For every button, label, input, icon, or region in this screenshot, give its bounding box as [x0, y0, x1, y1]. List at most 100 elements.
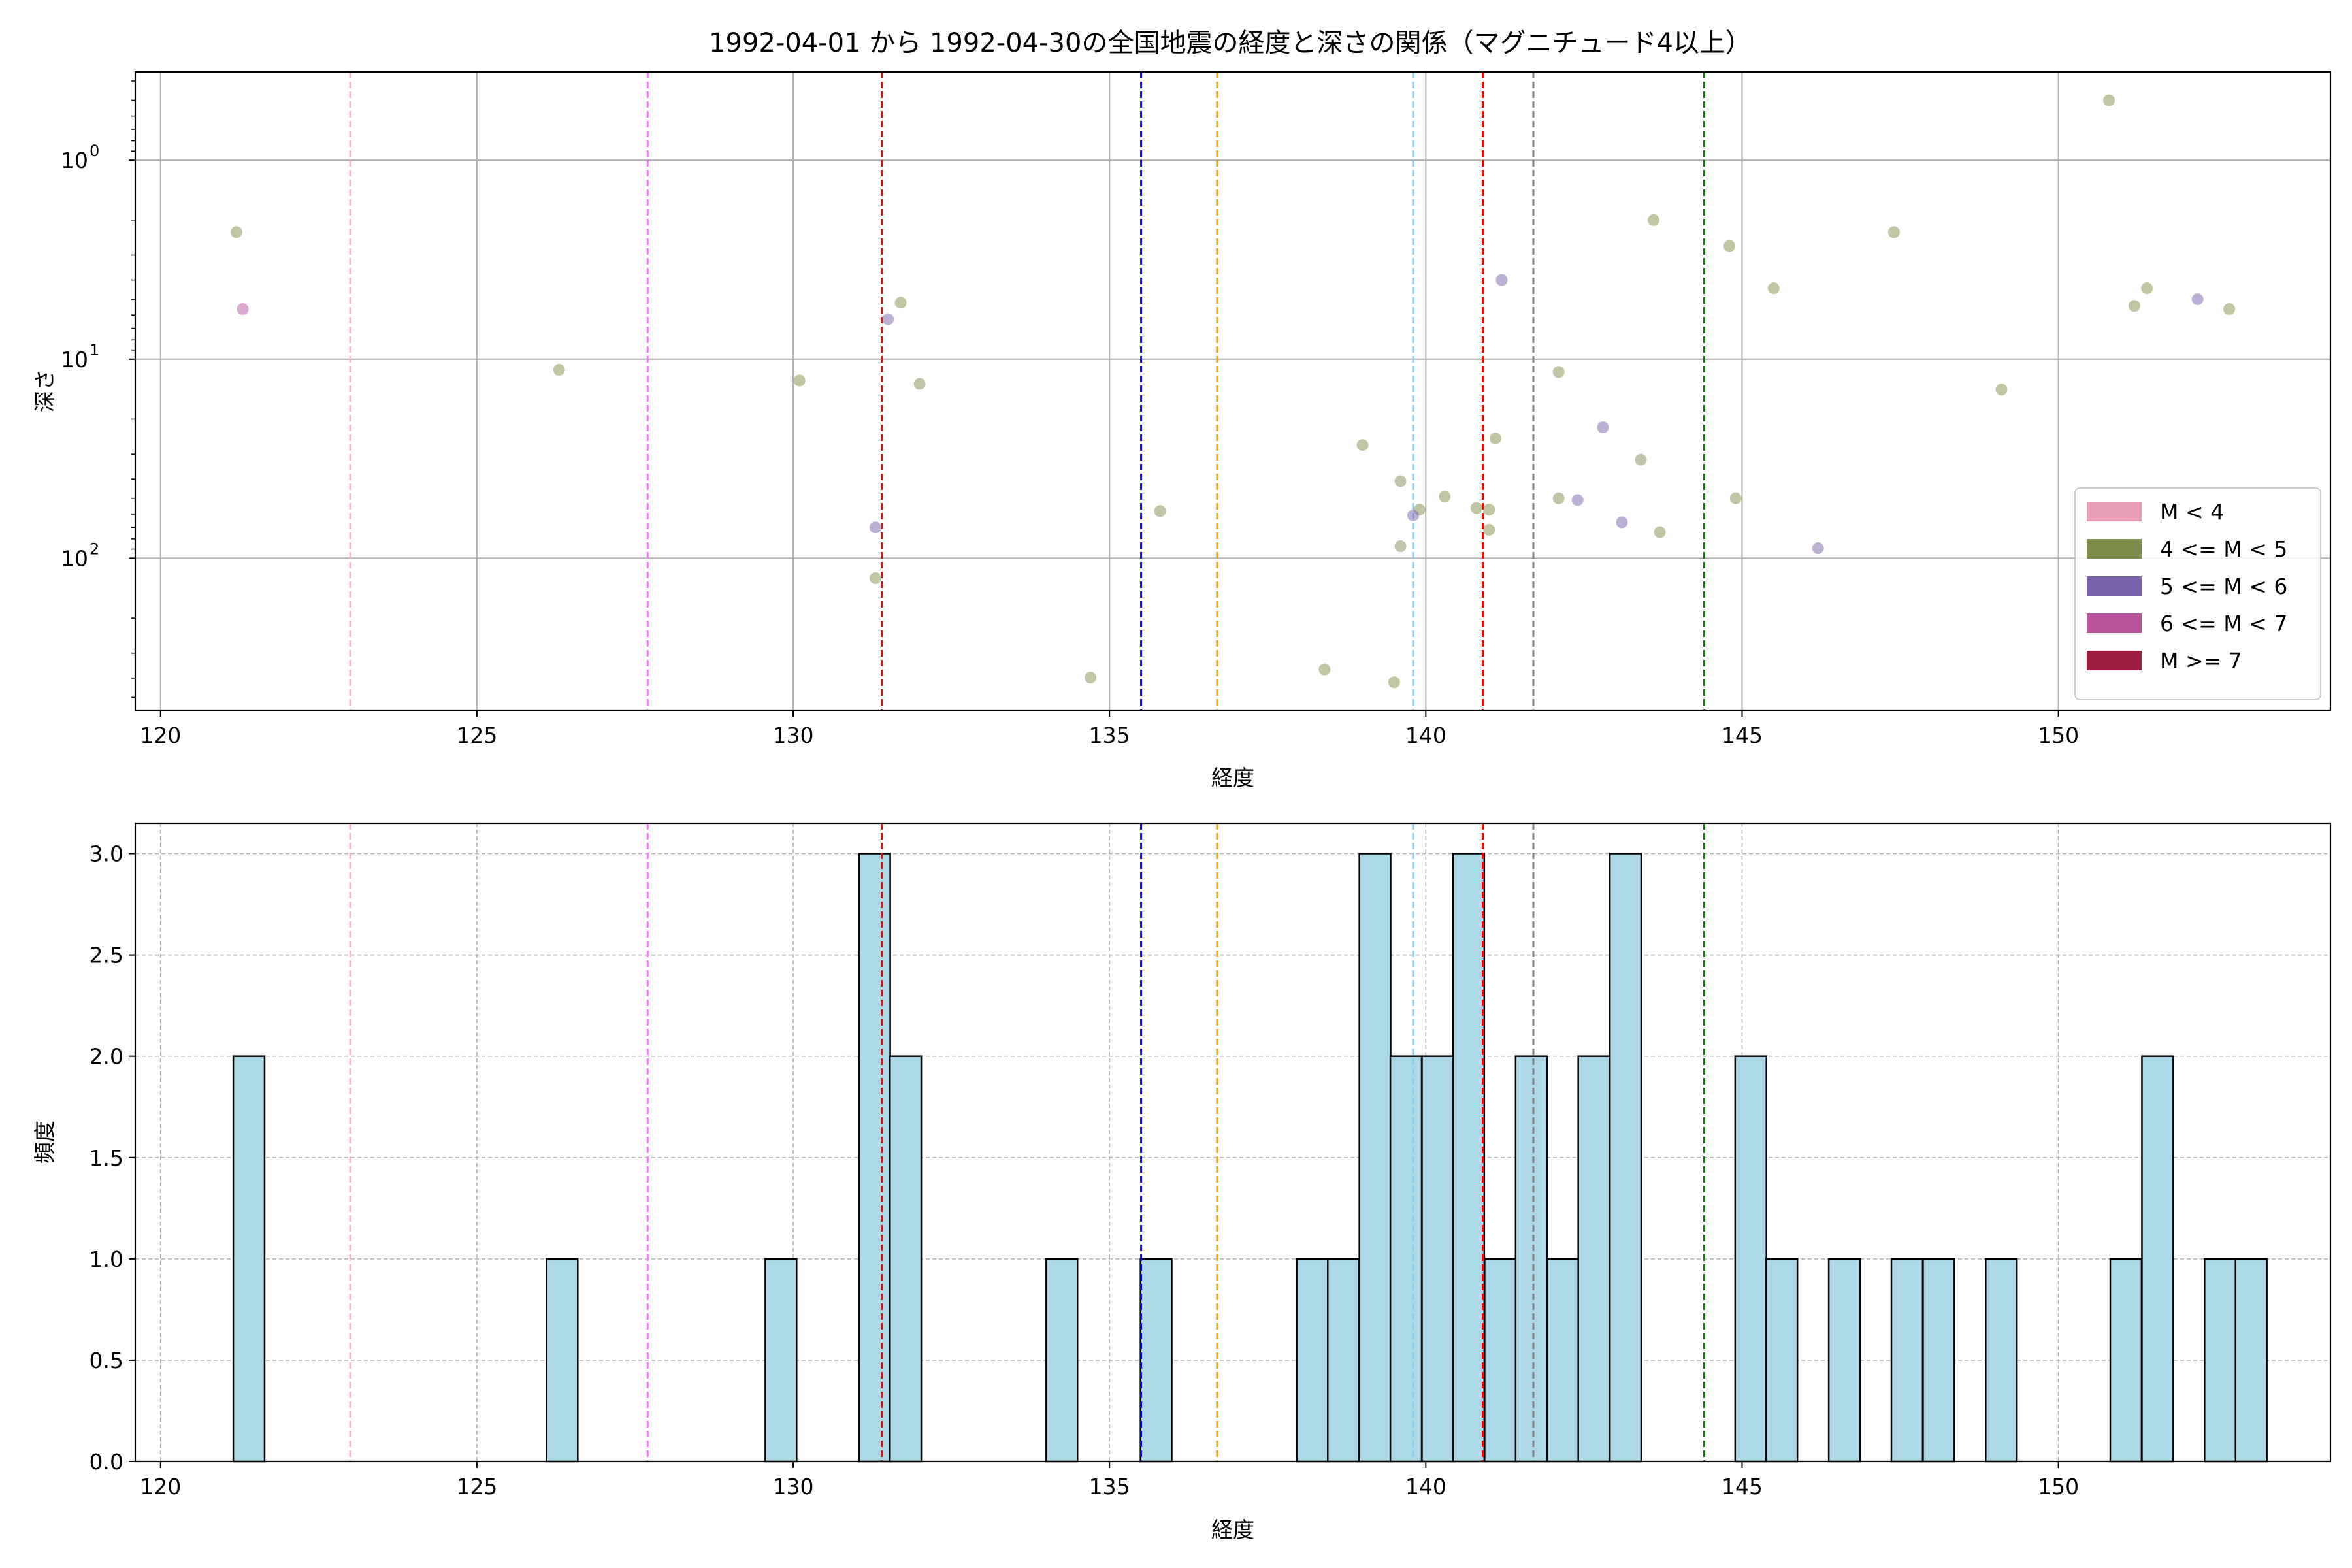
histogram-bar	[1141, 1259, 1172, 1462]
histogram-bar	[1985, 1259, 2017, 1462]
data-point	[2129, 300, 2140, 312]
histogram-bar	[890, 1056, 921, 1462]
legend-swatch	[2087, 539, 2142, 559]
data-point	[1572, 494, 1584, 506]
data-point	[2141, 282, 2153, 294]
legend-swatch	[2087, 502, 2142, 521]
scatter-subplot: 1992-04-01 から 1992-04-30の全国地震の経度と深さの関係（マ…	[32, 28, 2330, 791]
y-tick-exponent: 0	[90, 142, 99, 160]
histogram-bar	[233, 1056, 265, 1462]
x-tick-label: 150	[2038, 723, 2079, 748]
legend-swatch	[2087, 651, 2142, 670]
data-point	[914, 378, 926, 390]
histogram-bar	[1046, 1259, 1077, 1462]
data-point	[1490, 433, 1501, 444]
histogram-bar	[1578, 1056, 1610, 1462]
data-point	[1496, 274, 1508, 286]
histogram-bar	[1891, 1259, 1923, 1462]
y-tick-label: 10	[61, 347, 88, 372]
scatter-x-axis-label: 経度	[1211, 765, 1254, 791]
data-point	[1654, 527, 1666, 538]
data-point	[1553, 493, 1565, 504]
data-point	[1635, 454, 1647, 466]
histogram-bar	[1547, 1259, 1578, 1462]
x-tick-label: 135	[1089, 723, 1130, 748]
legend-swatch	[2087, 576, 2142, 596]
histogram-bar	[859, 854, 890, 1462]
y-tick-label: 10	[61, 546, 88, 571]
x-tick-label: 130	[773, 723, 814, 748]
histogram-bar	[1735, 1056, 1767, 1462]
histogram-bar	[2204, 1259, 2236, 1462]
legend-label: 5 <= M < 6	[2160, 574, 2287, 599]
histogram-x-axis-label: 経度	[1211, 1517, 1254, 1543]
data-point	[1648, 214, 1659, 226]
data-point	[2103, 94, 2115, 106]
y-tick-exponent: 1	[90, 341, 99, 359]
legend-label: M >= 7	[2160, 648, 2242, 674]
histogram-subplot: 120 125 130 135 140 145 150 0.00.51.01.52.02.5…	[32, 823, 2330, 1543]
data-point	[1888, 226, 1900, 238]
data-point	[1812, 542, 1824, 554]
data-point	[1471, 502, 1482, 514]
data-point	[1154, 505, 1166, 517]
scatter-legend: M < 4 4 <= M < 5 5 <= M < 6 6 <= M < 7 M >= …	[2075, 488, 2321, 700]
y-tick-label: 1.5	[90, 1145, 123, 1171]
histogram-bar	[1328, 1259, 1359, 1462]
data-point	[882, 314, 894, 325]
x-tick-label: 130	[773, 1474, 814, 1499]
histogram-y-ticks: 0.0 0.5 1.0 1.5 2.0 2.5 3.0	[90, 841, 135, 1475]
y-tick-exponent: 2	[90, 540, 99, 558]
data-point	[1768, 282, 1780, 294]
data-point	[1730, 493, 1742, 504]
scatter-x-ticks: 120 125 130 135 140 145 150	[140, 710, 2079, 748]
histogram-bar	[1390, 1056, 1422, 1462]
data-point	[2192, 293, 2204, 305]
data-point	[1483, 524, 1495, 536]
data-point	[1723, 240, 1735, 252]
histogram-bar	[765, 1259, 796, 1462]
data-point	[1439, 491, 1450, 502]
y-tick-label: 10	[61, 148, 88, 173]
data-point	[1995, 384, 2007, 395]
y-tick-label: 1.0	[90, 1247, 123, 1272]
histogram-bar	[1610, 854, 1641, 1462]
data-point	[1085, 672, 1096, 683]
data-point	[237, 303, 249, 315]
histogram-bar	[2142, 1056, 2173, 1462]
histogram-bar	[1484, 1259, 1516, 1462]
data-point	[1357, 439, 1369, 451]
data-point	[870, 572, 881, 584]
histogram-bar	[1453, 854, 1484, 1462]
x-tick-label: 125	[456, 1474, 497, 1499]
data-point	[870, 521, 881, 533]
scatter-y-axis-label: 深さ	[32, 369, 57, 412]
data-point	[794, 374, 806, 386]
x-tick-label: 120	[140, 1474, 181, 1499]
x-tick-label: 140	[1405, 1474, 1446, 1499]
y-tick-label: 2.5	[90, 943, 123, 968]
histogram-bar	[1422, 1056, 1454, 1462]
data-point	[1483, 504, 1495, 515]
x-tick-label: 145	[1722, 1474, 1763, 1499]
histogram-bar	[1923, 1259, 1954, 1462]
data-point	[1616, 516, 1628, 528]
histogram-y-axis-label: 頻度	[32, 1120, 57, 1164]
legend-label: 4 <= M < 5	[2160, 536, 2287, 562]
histogram-bar	[1297, 1259, 1328, 1462]
data-point	[1388, 676, 1400, 688]
scatter-reference-lines	[350, 72, 1704, 710]
histogram-bar	[1829, 1259, 1860, 1462]
x-tick-label: 140	[1405, 723, 1446, 748]
data-point	[2223, 303, 2235, 315]
y-tick-label: 3.0	[90, 841, 123, 867]
chart-title: 1992-04-01 から 1992-04-30の全国地震の経度と深さの関係（マ…	[709, 28, 1752, 58]
data-point	[1407, 510, 1419, 521]
legend-label: M < 4	[2160, 499, 2224, 525]
data-point	[1597, 421, 1609, 433]
data-point	[1553, 366, 1565, 378]
x-tick-label: 145	[1722, 723, 1763, 748]
x-tick-label: 125	[456, 723, 497, 748]
